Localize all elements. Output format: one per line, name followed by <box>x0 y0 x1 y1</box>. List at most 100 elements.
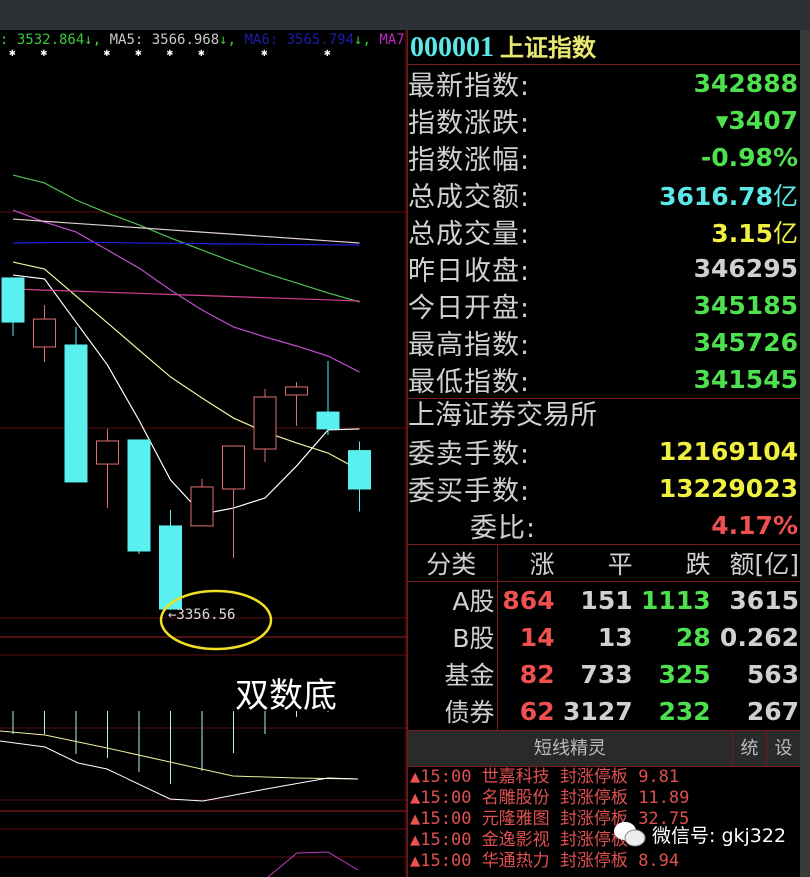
column-header: 涨 <box>497 544 557 582</box>
signal-marker: ✱ <box>261 46 268 59</box>
value-text: 13229023 <box>658 474 798 503</box>
value-text: 342888 <box>693 69 798 98</box>
legend-item: : 3532.864 <box>0 32 85 48</box>
value-text: 4.17% <box>711 511 798 540</box>
signal-marker: ✱ <box>324 46 331 59</box>
quote-row: 委卖手数: 12169104 <box>408 433 800 470</box>
legend-item: ↓, <box>219 32 245 48</box>
unit-text: 亿 <box>772 218 798 248</box>
quote-label: 指数涨跌: <box>408 108 531 139</box>
quote-value: 13229023 <box>659 474 800 503</box>
signal-marker: ✱ <box>41 46 48 59</box>
list-item[interactable]: ▲15:00 元隆雅图 封涨停板 32.75 <box>408 809 800 830</box>
table-cell: 325 <box>658 659 711 689</box>
item-time: 15:00 <box>420 850 472 871</box>
quote-label: 委买手数: <box>408 476 531 507</box>
quote-value: 346295 <box>694 254 800 283</box>
ma-line <box>12 241 360 246</box>
value-text: 341545 <box>693 365 798 394</box>
quote-value: 3.15亿 <box>711 214 800 250</box>
quote-value: 4.17% <box>711 511 800 540</box>
list-item[interactable]: ▲15:00 世嘉科技 封涨停板 9.81 <box>408 767 800 788</box>
quote-label: 最低指数: <box>408 367 531 398</box>
column-header: 额[亿] <box>712 544 801 582</box>
quote-label: 今日开盘: <box>408 293 531 324</box>
table-cell: 13 <box>597 622 633 652</box>
column-header: 跌 <box>634 544 713 582</box>
watermark-text: 微信号: gkj322 <box>652 824 787 847</box>
quote-value: 342888 <box>694 69 800 98</box>
exchange-name: 上海证券交易所 <box>408 398 800 433</box>
quote-row: 总成交量: 3.15亿 <box>408 213 800 251</box>
item-price: 8.94 <box>638 850 680 871</box>
window-titlebar <box>0 0 810 30</box>
quote-label: 委卖手数: <box>408 439 531 470</box>
table-row: A股 864 151 1113 3615 <box>408 581 801 619</box>
kline-chart[interactable]: ✱ ✱ ✱ ✱ ✱ ✱ ✱ ✱ <box>0 0 407 877</box>
table-cell: 0.262 <box>719 622 799 652</box>
item-stock: 世嘉科技 <box>481 766 550 787</box>
signal-marker: ✱ <box>9 46 16 59</box>
quote-label: 指数涨幅: <box>408 145 531 176</box>
table-cell: 3127 <box>563 696 633 726</box>
table-cell: A股 <box>408 581 498 619</box>
quote-row: 委比: 4.17% <box>408 507 800 544</box>
settings-button[interactable]: 设 <box>766 730 800 766</box>
list-item[interactable]: ▲15:00 名雕股份 封涨停板 11.89 <box>408 788 800 809</box>
candle-body <box>64 344 88 483</box>
legend-item: MA5: 3566.968 <box>109 32 220 48</box>
sprite-list[interactable]: ▲15:00 世嘉科技 封涨停板 9.81 ▲15:00 名雕股份 封涨停板 11… <box>408 767 800 872</box>
item-event: 封涨停板 <box>559 787 628 808</box>
pattern-annotation: 双数底 <box>235 676 337 716</box>
quote-panel: 000001 上证指数 最新指数: 342888 指数涨跌: ▾3407 指数涨幅: -0.… <box>407 30 801 877</box>
ma-line <box>12 218 360 244</box>
item-time: 15:00 <box>420 808 472 829</box>
sprite-title[interactable]: 短线精灵 <box>534 737 606 759</box>
list-item[interactable]: ▲15:00 华通热力 封涨停板 8.94 <box>408 851 800 872</box>
item-time: 15:00 <box>420 787 472 808</box>
quote-value: -0.98% <box>701 143 800 172</box>
quote-row: 总成交额: 3616.78亿 <box>408 176 800 214</box>
highlight-circle <box>159 589 273 651</box>
quote-value: 3616.78亿 <box>659 177 800 213</box>
stats-button[interactable]: 统 <box>732 730 766 766</box>
up-triangle-icon: ▲ <box>410 808 421 829</box>
item-event: 封涨停板 <box>559 850 628 871</box>
up-triangle-icon: ▲ <box>410 766 421 787</box>
table-cell: 733 <box>580 659 633 689</box>
ma-line <box>12 274 360 515</box>
table-cell: 232 <box>658 696 711 726</box>
signal-marker: ✱ <box>135 46 142 59</box>
candle-body <box>159 525 182 610</box>
wechat-icon <box>614 822 646 847</box>
stock-name: 上证指数 <box>500 36 596 62</box>
quote-row: 最新指数: 342888 <box>408 65 800 102</box>
list-item[interactable]: ▲15:00 金逸影视 封涨停板 <box>408 830 800 851</box>
candle-body <box>33 318 56 348</box>
table-cell: 1113 <box>641 585 711 615</box>
table-cell: 62 <box>519 696 555 726</box>
quote-label: 昨日收盘: <box>408 256 531 287</box>
short-term-sprite-header: 短线精灵 统 设 <box>408 729 800 767</box>
scrollbar[interactable] <box>800 30 810 877</box>
value-text: 3.15 <box>711 218 773 248</box>
market-breadth-table: 分类涨平跌额[亿] A股 864 151 1113 3615 B股 14 13 28 0.262 基金… <box>408 544 801 730</box>
stock-title: 000001 上证指数 <box>408 30 800 65</box>
quote-value: 345726 <box>694 328 800 357</box>
quote-label: 总成交额: <box>408 182 531 213</box>
item-stock: 华通热力 <box>481 850 550 871</box>
item-stock: 元隆雅图 <box>481 808 550 829</box>
value-text: ▾3407 <box>715 106 798 135</box>
candle-body <box>348 450 371 490</box>
indicator-line <box>0 740 359 802</box>
candle-body <box>127 439 151 552</box>
value-text: 345726 <box>693 328 798 357</box>
candle-body <box>253 396 277 450</box>
quote-label: 委比: <box>470 513 537 544</box>
quote-value: 341545 <box>694 365 800 394</box>
quote-row: 最高指数: 345726 <box>408 324 800 361</box>
watermark: 微信号: gkj322 <box>612 820 786 848</box>
item-time: 15:00 <box>420 829 472 850</box>
item-price: 32.75 <box>638 808 690 829</box>
quote-value: ▾3407 <box>716 106 800 135</box>
